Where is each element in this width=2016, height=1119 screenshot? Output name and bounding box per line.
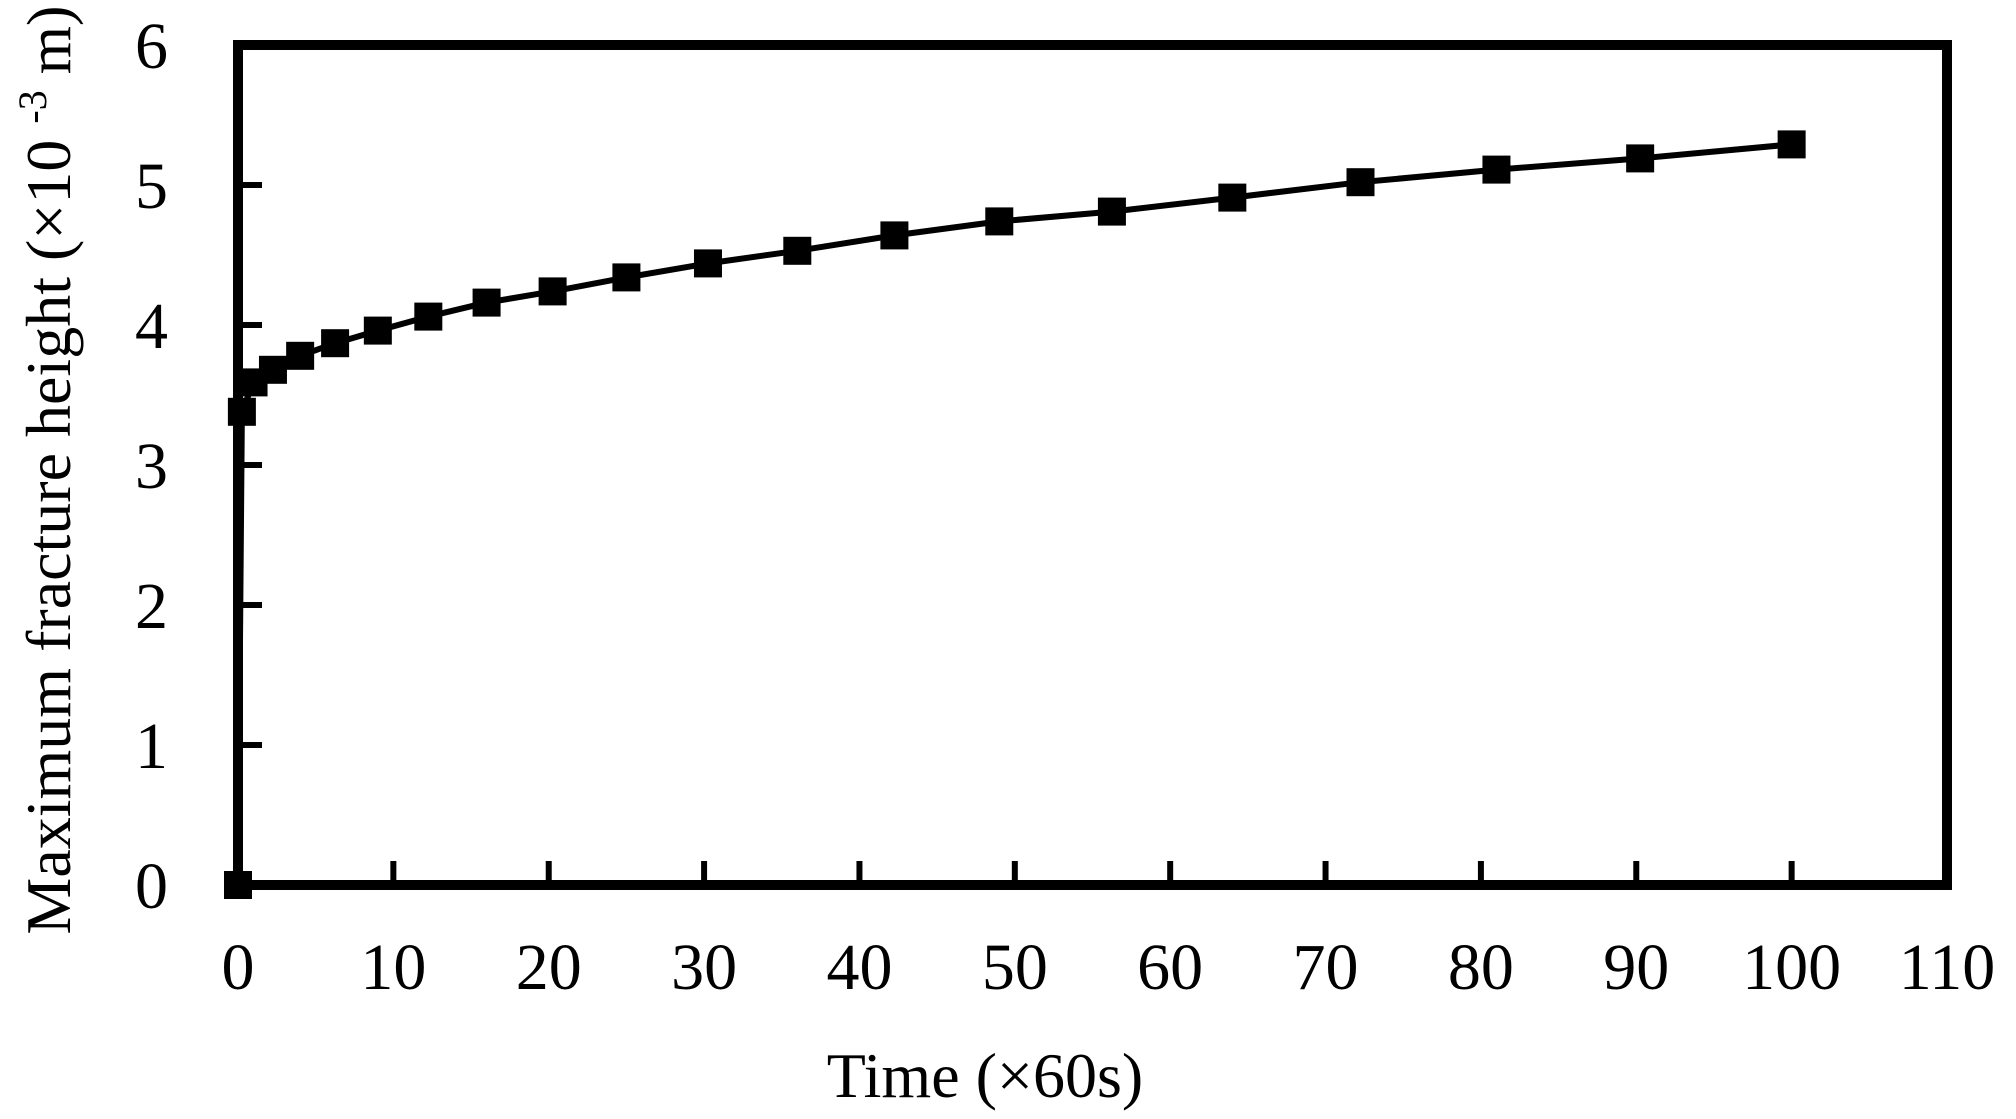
x-tick-label: 110 bbox=[1899, 931, 1996, 1004]
y-tick-label: 6 bbox=[135, 10, 168, 83]
x-tick-label: 10 bbox=[360, 931, 426, 1004]
data-point-marker bbox=[363, 316, 392, 345]
data-point-marker bbox=[538, 277, 567, 306]
y-axis-title: Maximum fracture height (×10 -3 m) bbox=[0, 5, 84, 934]
data-point-marker bbox=[414, 302, 443, 331]
y-tick-label: 1 bbox=[135, 710, 168, 783]
data-point-marker bbox=[985, 207, 1014, 236]
data-series bbox=[224, 130, 1806, 899]
x-tick-label: 60 bbox=[1137, 931, 1203, 1004]
y-axis-tick-labels: 0 1 2 3 4 5 6 bbox=[135, 10, 168, 923]
x-tick-label: 70 bbox=[1293, 931, 1359, 1004]
data-point-marker bbox=[1777, 130, 1806, 159]
y-tick-label: 5 bbox=[135, 150, 168, 223]
data-point-marker bbox=[227, 397, 256, 426]
x-axis-title: Time (×60s) bbox=[827, 1040, 1143, 1111]
x-tick-label: 50 bbox=[982, 931, 1048, 1004]
data-line bbox=[235, 141, 1792, 886]
x-tick-label: 80 bbox=[1448, 931, 1514, 1004]
data-point-marker bbox=[783, 236, 812, 265]
data-point-marker bbox=[880, 221, 909, 250]
data-point-marker bbox=[1097, 197, 1126, 226]
data-point-marker bbox=[286, 341, 315, 370]
data-point-marker bbox=[224, 871, 252, 899]
y-axis-title-superscript: -3 bbox=[10, 90, 55, 123]
y-tick-label: 4 bbox=[135, 290, 168, 363]
data-point-marker bbox=[472, 288, 501, 317]
x-tick-label: 0 bbox=[222, 931, 255, 1004]
y-tick-label: 0 bbox=[135, 850, 168, 923]
data-point-marker bbox=[258, 355, 287, 384]
y-tick-label: 2 bbox=[135, 570, 168, 643]
x-tick-label: 40 bbox=[826, 931, 892, 1004]
y-axis-title-unit: m) bbox=[16, 5, 84, 74]
data-point-marker bbox=[1218, 183, 1247, 212]
data-point-marker bbox=[321, 329, 350, 358]
x-tick-label: 20 bbox=[516, 931, 582, 1004]
y-tick-label: 3 bbox=[135, 430, 168, 503]
x-tick-label: 30 bbox=[671, 931, 737, 1004]
data-point-marker bbox=[1346, 168, 1375, 197]
y-axis-title-main: Maximum fracture height (×10 bbox=[13, 140, 84, 935]
data-point-marker bbox=[1482, 155, 1511, 184]
x-axis-tick-labels: 0 10 20 30 40 50 60 70 80 90 100 110 bbox=[222, 931, 1996, 1004]
data-point-marker bbox=[1626, 144, 1655, 173]
plot-frame bbox=[233, 40, 1952, 890]
x-tick-label: 90 bbox=[1603, 931, 1669, 1004]
x-axis-ticks bbox=[235, 861, 1950, 882]
x-tick-label: 100 bbox=[1742, 931, 1841, 1004]
data-point-marker bbox=[612, 263, 641, 292]
data-point-marker bbox=[693, 249, 722, 278]
